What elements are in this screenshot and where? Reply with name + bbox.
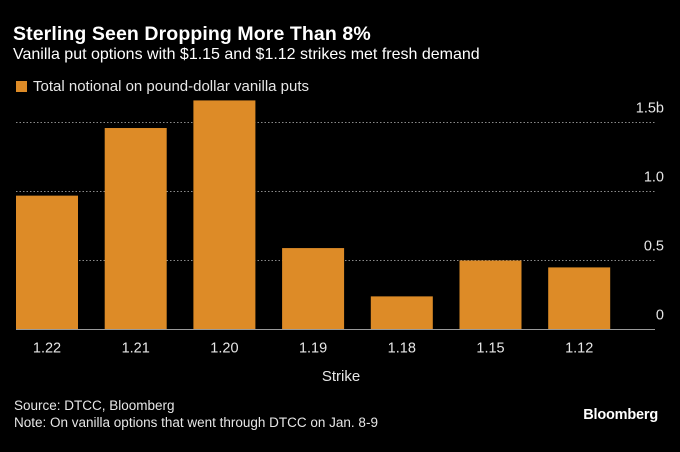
y-tick-label: 0 — [656, 308, 664, 324]
bars — [16, 100, 611, 330]
y-axis-ticks: 0 0.5 1.0 1.5b — [636, 101, 664, 324]
y-tick-label: 1.5b — [636, 101, 664, 117]
bar-1-12 — [548, 267, 611, 330]
x-tick-label: 1.21 — [122, 341, 150, 357]
x-tick-label: 1.12 — [565, 341, 593, 357]
source-note: Source: DTCC, Bloomberg — [14, 398, 175, 413]
bar-1-22 — [16, 195, 78, 330]
legend-swatch — [16, 81, 27, 92]
x-tick-label: 1.15 — [476, 341, 504, 357]
x-axis-ticks: 1.22 1.21 1.20 1.19 1.18 1.15 1.12 — [33, 341, 593, 357]
legend-label: Total notional on pound-dollar vanilla p… — [33, 78, 310, 95]
bar-1-21 — [104, 128, 167, 330]
note: Note: On vanilla options that went throu… — [14, 415, 378, 430]
x-tick-label: 1.19 — [299, 341, 327, 357]
chart-subtitle: Vanilla put options with $1.15 and $1.12… — [13, 46, 480, 63]
bar-1-20 — [193, 100, 256, 330]
x-axis-title: Strike — [322, 368, 360, 385]
bar-1-18 — [370, 296, 433, 330]
x-tick-label: 1.22 — [33, 341, 61, 357]
x-tick-label: 1.18 — [388, 341, 416, 357]
legend: Total notional on pound-dollar vanilla p… — [16, 78, 309, 95]
bloomberg-logo: Bloomberg — [583, 407, 658, 423]
bar-1-19 — [282, 248, 345, 330]
y-tick-label: 0.5 — [644, 239, 664, 255]
footer-notes: Source: DTCC, Bloomberg Note: On vanilla… — [14, 397, 378, 431]
x-tick-label: 1.20 — [210, 341, 238, 357]
bar-1-15 — [459, 260, 522, 330]
y-tick-label: 1.0 — [644, 170, 664, 186]
chart-title: Sterling Seen Dropping More Than 8% — [13, 23, 371, 45]
